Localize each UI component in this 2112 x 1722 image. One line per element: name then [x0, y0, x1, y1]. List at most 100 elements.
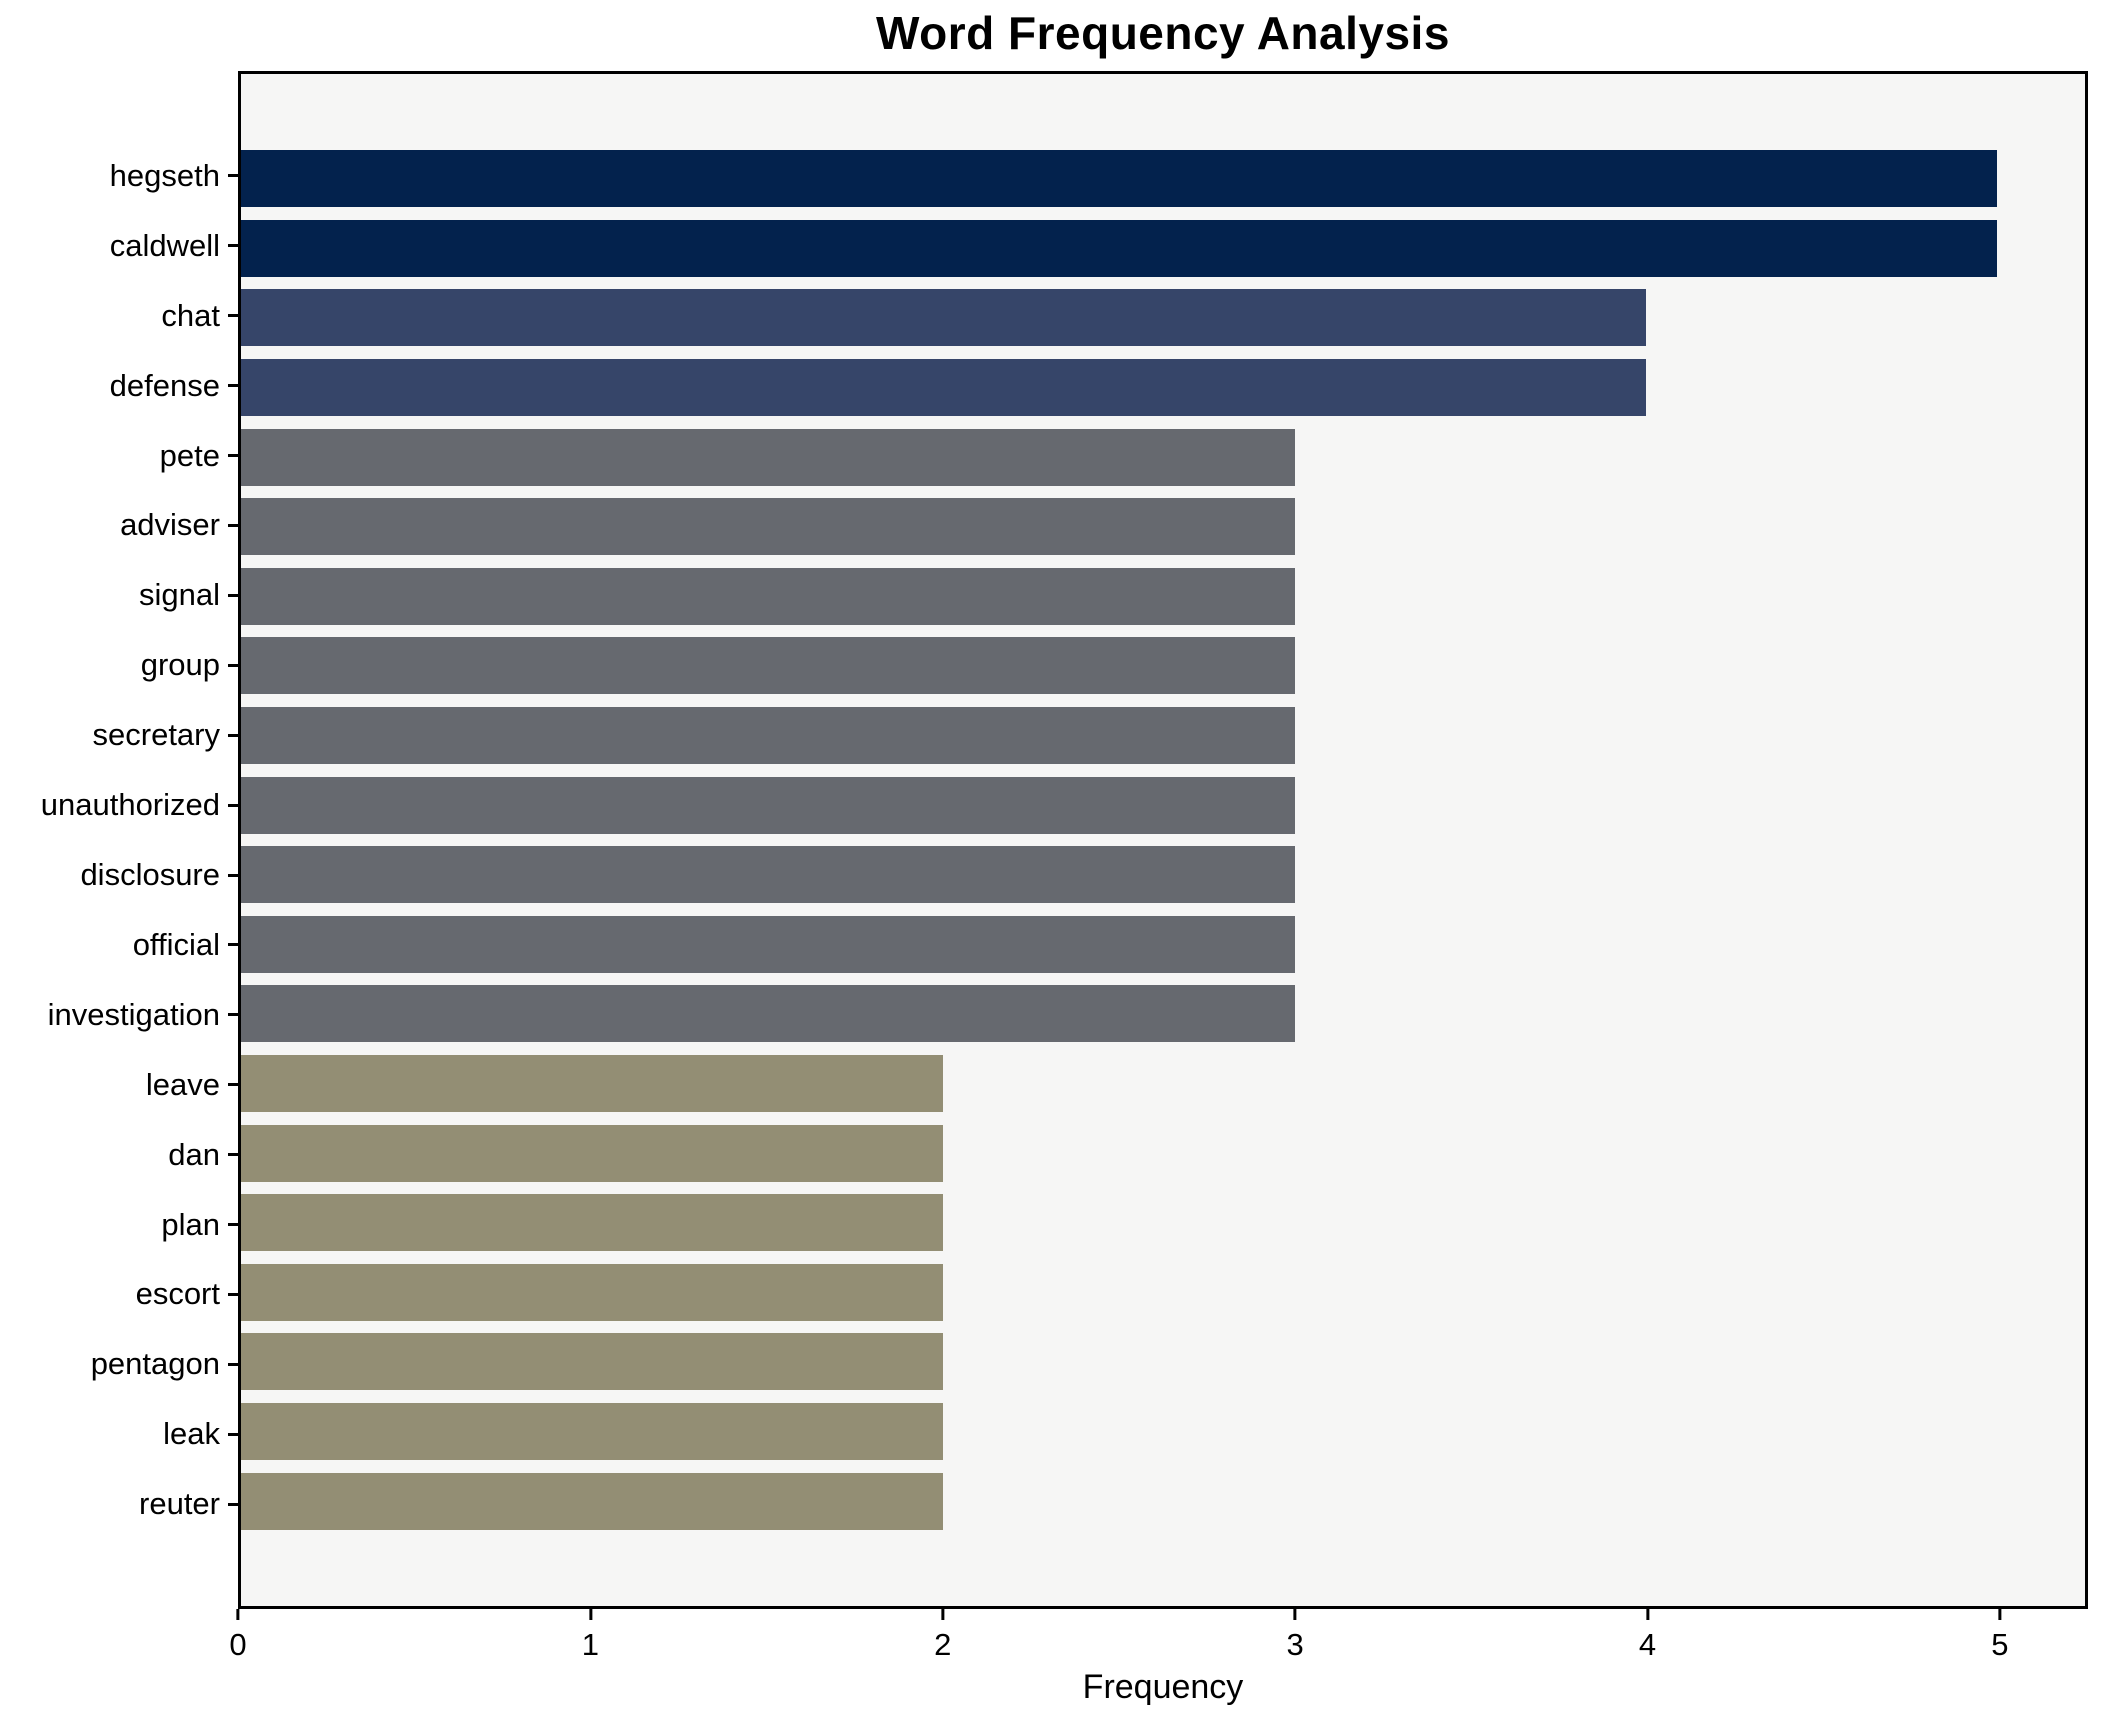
y-tick-row: adviser — [0, 491, 238, 561]
y-tick-label-disclosure: disclosure — [80, 857, 220, 893]
x-tick-label-0: 0 — [229, 1627, 247, 1662]
bar-row — [241, 840, 2085, 910]
y-tick-mark — [228, 733, 238, 737]
bar-escort — [241, 1263, 944, 1321]
y-tick-row: signal — [0, 560, 238, 630]
x-tick-mark — [588, 1609, 592, 1620]
y-tick-label-leave: leave — [145, 1066, 220, 1102]
y-tick-mark — [228, 384, 238, 388]
y-tick-row: hegseth — [0, 141, 238, 211]
y-tick-label-reuter: reuter — [139, 1486, 220, 1522]
bar-row — [241, 1049, 2085, 1119]
y-axis-labels: hegseth caldwell chat defense pete adviser sig… — [0, 71, 238, 1609]
bar-leak — [241, 1402, 944, 1460]
y-tick-label-official: official — [132, 926, 220, 962]
y-tick-mark — [228, 1292, 238, 1296]
bar-disclosure — [241, 846, 1295, 904]
y-tick-mark — [228, 454, 238, 458]
bar-row — [241, 1466, 2085, 1536]
y-tick-mark — [228, 1223, 238, 1227]
y-tick-mark — [228, 1502, 238, 1506]
y-tick-mark — [228, 943, 238, 947]
y-tick-mark — [228, 1083, 238, 1087]
y-tick-label-secretary: secretary — [92, 717, 220, 753]
x-tick-label-5: 5 — [1991, 1627, 2009, 1662]
y-tick-row: leak — [0, 1399, 238, 1469]
x-tick-mark — [236, 1609, 240, 1620]
y-tick-label-dan: dan — [168, 1136, 220, 1172]
y-tick-label-adviser: adviser — [120, 507, 220, 543]
bar-signal — [241, 567, 1295, 625]
y-tick-mark — [228, 244, 238, 248]
x-tick-label-2: 2 — [934, 1627, 952, 1662]
bar-investigation — [241, 985, 1295, 1043]
bar-dan — [241, 1124, 944, 1182]
y-tick-label-unauthorized: unauthorized — [40, 787, 220, 823]
y-tick-label-group: group — [140, 647, 220, 683]
x-tick: 4 — [1639, 1609, 1656, 1663]
bar-row — [241, 1188, 2085, 1258]
bar-leave — [241, 1055, 944, 1113]
y-tick-row: secretary — [0, 700, 238, 770]
bar-chat — [241, 289, 1646, 347]
bar-row — [241, 1327, 2085, 1397]
y-tick-label-chat: chat — [161, 297, 220, 333]
bar-adviser — [241, 498, 1295, 556]
y-tick-row: unauthorized — [0, 770, 238, 840]
y-tick-row: pete — [0, 421, 238, 491]
y-tick-label-leak: leak — [163, 1416, 220, 1452]
y-tick-row: dan — [0, 1120, 238, 1190]
y-tick-row: caldwell — [0, 211, 238, 281]
y-tick-mark — [228, 663, 238, 667]
x-tick: 3 — [1287, 1609, 1304, 1663]
y-tick-row: group — [0, 630, 238, 700]
y-tick-label-hegseth: hegseth — [109, 157, 220, 193]
x-tick: 5 — [1991, 1609, 2009, 1663]
bar-row — [241, 910, 2085, 980]
y-tick-mark — [228, 1432, 238, 1436]
y-tick-row: disclosure — [0, 840, 238, 910]
bars-layer — [241, 74, 2085, 1606]
x-tick-mark — [1646, 1609, 1650, 1620]
bar-pete — [241, 428, 1295, 486]
y-tick-mark — [228, 314, 238, 318]
bar-secretary — [241, 707, 1295, 765]
bar-hegseth — [241, 150, 1998, 208]
bar-official — [241, 915, 1295, 973]
bar-row — [241, 283, 2085, 353]
x-tick: 2 — [934, 1609, 951, 1663]
y-tick-label-signal: signal — [139, 577, 220, 613]
y-tick-label-investigation: investigation — [47, 996, 220, 1032]
plot-area — [238, 71, 2088, 1609]
bar-row — [241, 1397, 2085, 1467]
y-tick-row: reuter — [0, 1469, 238, 1539]
bar-row — [241, 214, 2085, 284]
x-tick: 0 — [229, 1609, 247, 1663]
bar-reuter — [241, 1472, 944, 1530]
bar-row — [241, 631, 2085, 701]
y-tick-label-plan: plan — [161, 1206, 220, 1242]
y-tick-mark — [228, 1013, 238, 1017]
bar-row — [241, 1118, 2085, 1188]
y-tick-mark — [228, 523, 238, 527]
x-tick: 1 — [582, 1609, 599, 1663]
y-tick-label-escort: escort — [135, 1276, 220, 1312]
y-tick-row: investigation — [0, 980, 238, 1050]
y-tick-row: official — [0, 910, 238, 980]
bar-unauthorized — [241, 776, 1295, 834]
y-tick-label-pete: pete — [159, 437, 220, 473]
y-tick-mark — [228, 873, 238, 877]
x-tick-mark — [1293, 1609, 1297, 1620]
bar-row — [241, 979, 2085, 1049]
bar-defense — [241, 359, 1646, 417]
y-tick-row: pentagon — [0, 1329, 238, 1399]
y-tick-label-caldwell: caldwell — [109, 227, 220, 263]
x-axis-ticks: 0 1 2 3 4 5 — [229, 1609, 2088, 1679]
bar-plan — [241, 1194, 944, 1252]
y-tick-mark — [228, 803, 238, 807]
bar-pentagon — [241, 1333, 944, 1391]
bar-row — [241, 422, 2085, 492]
x-tick-label-1: 1 — [581, 1627, 599, 1662]
y-tick-row: chat — [0, 281, 238, 351]
